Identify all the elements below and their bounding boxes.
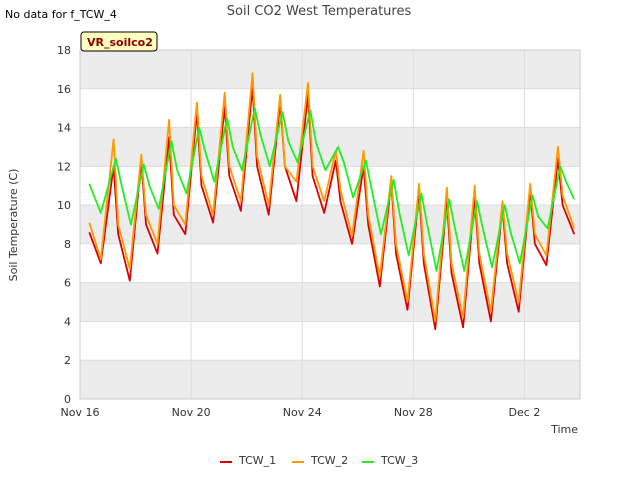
plot-background bbox=[80, 50, 580, 399]
no-data-notice: No data for f_TCW_4 bbox=[5, 8, 117, 21]
y-tick-label: 6 bbox=[64, 277, 71, 290]
plot-band bbox=[80, 50, 580, 89]
plot-band bbox=[80, 127, 580, 167]
series-line-tcw_3 bbox=[88, 107, 576, 272]
y-tick-label: 14 bbox=[57, 122, 71, 135]
site-badge: VR_soilco2 bbox=[80, 31, 158, 52]
y-tick-label: 4 bbox=[64, 315, 71, 328]
plot-band bbox=[80, 205, 580, 244]
axes: 0 2 4 6 8 10 12 14 16 18 Nov 16 Nov 20 Nov 24 Nov 28 D… bbox=[57, 44, 581, 419]
chart-title: Soil CO2 West Temperatures bbox=[227, 4, 412, 19]
legend: TCW_1 TCW_2 TCW_3 bbox=[220, 454, 418, 467]
y-tick-label: 18 bbox=[57, 44, 71, 57]
plot-frame bbox=[79, 49, 581, 400]
x-tick-label: Dec 2 bbox=[509, 406, 541, 419]
badge-label: VR_soilco2 bbox=[87, 36, 153, 49]
x-tick-label: Nov 28 bbox=[394, 406, 433, 419]
legend-label: TCW_3 bbox=[380, 454, 418, 467]
y-tick-label: 10 bbox=[57, 199, 71, 212]
x-tick-label: Nov 20 bbox=[172, 406, 211, 419]
x-tick-label: Nov 16 bbox=[61, 406, 100, 419]
legend-label: TCW_2 bbox=[310, 454, 348, 467]
y-tick-label: 0 bbox=[64, 393, 71, 406]
x-axis-label: Time bbox=[550, 423, 578, 436]
series-lines bbox=[88, 72, 576, 331]
y-tick-label: 2 bbox=[64, 354, 71, 367]
y-tick-label: 8 bbox=[64, 238, 71, 251]
legend-label: TCW_1 bbox=[238, 454, 276, 467]
x-tick-label: Nov 24 bbox=[283, 406, 322, 419]
y-tick-label: 12 bbox=[57, 160, 71, 173]
y-axis-label: Soil Temperature (C) bbox=[7, 169, 20, 282]
badge-box bbox=[80, 31, 158, 52]
plot-band bbox=[80, 360, 580, 399]
plot-band bbox=[80, 282, 580, 322]
y-tick-label: 16 bbox=[57, 83, 71, 96]
